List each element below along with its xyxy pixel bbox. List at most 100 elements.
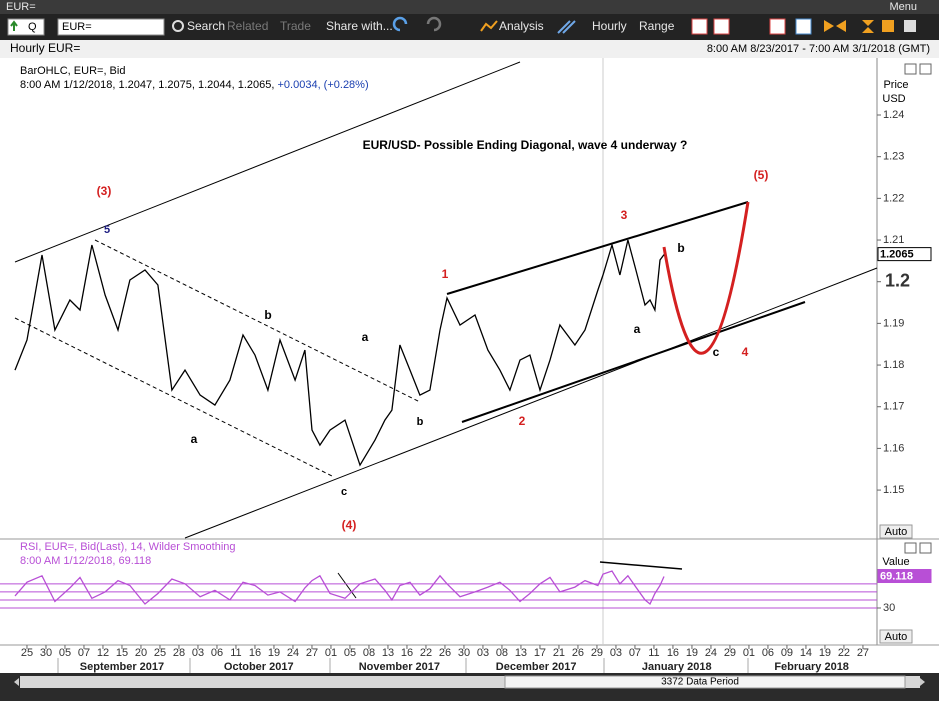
last-value-badge: [877, 247, 932, 262]
axis-label: USD: [882, 93, 905, 105]
legend-change: +0.0034, (+0.28%): [278, 79, 369, 91]
x-tick-label: 09: [781, 647, 793, 659]
series-line: [14, 239, 665, 467]
icon[interactable]: [882, 20, 894, 32]
y-tick-label: 30: [883, 602, 895, 614]
x-tick-label: 13: [382, 647, 394, 659]
axis-label: Value: [882, 556, 909, 568]
month-label: October 2017: [224, 661, 294, 673]
chart-icon[interactable]: [795, 18, 812, 35]
wave-label: c: [341, 486, 347, 498]
search-icon: [172, 20, 184, 32]
chart-icon[interactable]: [691, 18, 708, 35]
x-tick-label: 15: [116, 647, 128, 659]
undo-icon[interactable]: [392, 16, 408, 32]
legend-values: 8:00 AM 1/12/2018, 1.2047, 1.2075, 1.204…: [20, 79, 274, 91]
analysis-icon: [480, 20, 498, 32]
wave-label: (4): [342, 518, 357, 532]
auto-label: Auto: [885, 526, 908, 538]
wave-label: c: [713, 345, 720, 359]
toolbar-button[interactable]: Share with...: [326, 19, 393, 33]
month-label: November 2017: [359, 661, 440, 673]
menu[interactable]: Menu: [889, 1, 917, 13]
x-tick-label: 08: [496, 647, 508, 659]
toolbar-button[interactable]: Search: [187, 19, 225, 33]
axis-label: Price: [883, 79, 908, 91]
legend-series: BarOHLC, EUR=, Bid: [20, 65, 125, 77]
x-tick-label: 27: [857, 647, 869, 659]
projection-curve: [662, 201, 750, 355]
x-tick-label: 29: [591, 647, 603, 659]
panel-button[interactable]: [904, 542, 917, 554]
y-tick-label: 1.19: [883, 317, 904, 329]
icon[interactable]: [904, 20, 916, 32]
toolbar-button[interactable]: Related: [227, 19, 268, 33]
x-tick-label: 12: [97, 647, 109, 659]
wave-label: (5): [754, 168, 769, 182]
fit-icon[interactable]: [862, 20, 874, 33]
x-tick-label: 03: [610, 647, 622, 659]
auto-button[interactable]: [879, 629, 913, 644]
wave-label: 1: [442, 267, 449, 281]
toolbar-button[interactable]: Analysis: [499, 19, 544, 33]
ric: EUR=: [62, 21, 92, 33]
x-tick-label: 25: [21, 647, 33, 659]
x-tick-label: 03: [477, 647, 489, 659]
trendlines: [14, 61, 878, 599]
ric-input[interactable]: [57, 18, 165, 36]
up-icon: [10, 20, 18, 31]
header: [0, 40, 939, 58]
series-line: [14, 570, 665, 606]
title-bar: [0, 0, 939, 14]
x-tick-label: 05: [344, 647, 356, 659]
panel-button[interactable]: [919, 542, 932, 554]
x-tick-label: 11: [230, 647, 241, 659]
x-tick-label: 19: [268, 647, 280, 659]
x-tick-label: 27: [306, 647, 318, 659]
wave-label: a: [634, 322, 641, 336]
panel-button[interactable]: [919, 63, 932, 75]
x-tick-label: 08: [363, 647, 375, 659]
x-tick-label: 14: [800, 647, 812, 659]
y-tick-label: 1.15: [883, 484, 904, 496]
auto-button[interactable]: [879, 524, 913, 539]
wave-label: 5: [104, 224, 110, 236]
x-tick-label: 28: [173, 647, 185, 659]
x-tick-label: 01: [743, 647, 755, 659]
y-tick-label: 1.17: [883, 401, 904, 413]
chart-area: [0, 58, 939, 673]
x-tick-label: 22: [838, 647, 850, 659]
month-label: December 2017: [496, 661, 577, 673]
x-tick-label: 22: [420, 647, 432, 659]
x-tick-label: 30: [40, 647, 52, 659]
ric-type-box[interactable]: [7, 18, 45, 36]
redo-icon[interactable]: [426, 16, 442, 32]
x-tick-label: 03: [192, 647, 204, 659]
diagonal-line: [461, 301, 806, 423]
draw-icon[interactable]: [557, 20, 576, 34]
chart-icon[interactable]: [769, 18, 786, 35]
scroll-thumb[interactable]: [504, 675, 906, 689]
month-label: January 2018: [642, 661, 712, 673]
toolbar-button[interactable]: Trade: [280, 19, 311, 33]
y-tick-label: 1.22: [883, 192, 904, 204]
y-tick-label: 1.16: [883, 442, 904, 454]
x-tick-label: 11: [648, 647, 659, 659]
zoom-icon[interactable]: [824, 20, 846, 32]
x-tick-label: 25: [154, 647, 166, 659]
chart-icon[interactable]: [713, 18, 730, 35]
wave-label: b: [417, 416, 424, 428]
x-tick-label: 07: [78, 647, 90, 659]
toolbar-button[interactable]: Range: [639, 19, 675, 33]
x-tick-label: 24: [705, 647, 717, 659]
ric-type: Q: [28, 21, 37, 33]
toolbar-button[interactable]: Hourly: [592, 19, 627, 33]
month-separators: [57, 658, 749, 673]
panel-button[interactable]: [904, 63, 917, 75]
chart-title: EUR/USD- Possible Ending Diagonal, wave …: [363, 138, 688, 152]
x-tick-label: 16: [249, 647, 261, 659]
y-tick-label: 1.23: [883, 151, 904, 163]
y-tick-label: 1.24: [883, 109, 904, 121]
